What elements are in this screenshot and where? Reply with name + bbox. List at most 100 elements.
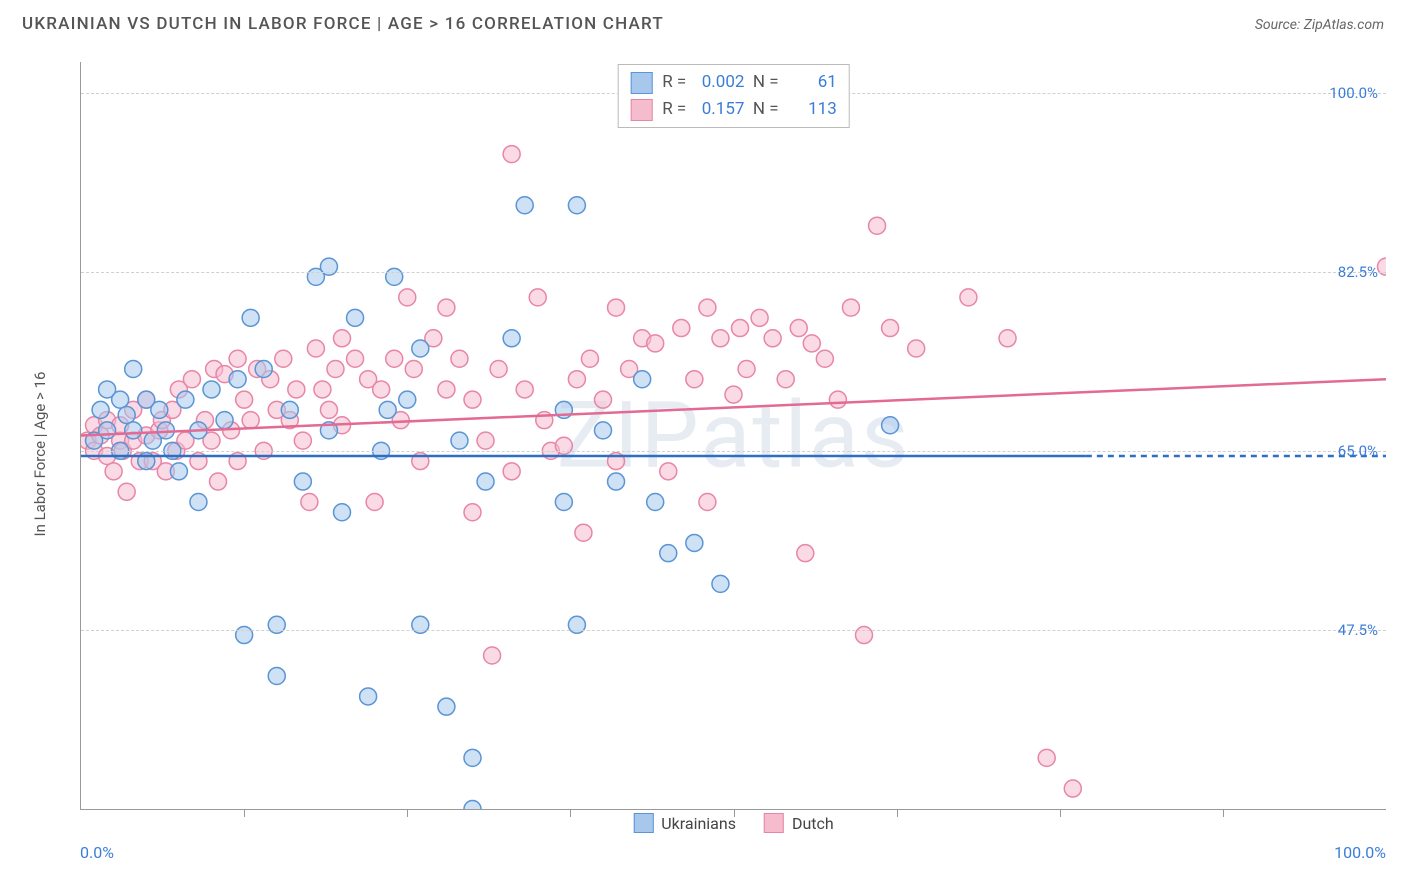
y-axis-label: In Labor Force | Age > 16	[31, 372, 49, 537]
scatter-point	[790, 320, 807, 337]
scatter-svg	[81, 62, 1386, 809]
scatter-point	[568, 197, 585, 214]
scatter-point	[379, 401, 396, 418]
scatter-point	[882, 320, 899, 337]
scatter-point	[803, 335, 820, 352]
scatter-point	[229, 371, 246, 388]
scatter-point	[153, 412, 170, 429]
legend-swatch-pink	[764, 813, 784, 833]
legend-swatch-blue	[630, 72, 652, 94]
scatter-point	[647, 335, 664, 352]
scatter-point	[99, 422, 116, 439]
scatter-point	[229, 350, 246, 367]
scatter-point	[751, 309, 768, 326]
scatter-point	[112, 432, 129, 449]
scatter-point	[236, 391, 253, 408]
scatter-point	[301, 494, 318, 511]
scatter-point	[608, 473, 625, 490]
scatter-point	[203, 432, 220, 449]
scatter-point	[190, 453, 207, 470]
scatter-point	[347, 309, 364, 326]
scatter-point	[438, 698, 455, 715]
scatter-point	[660, 463, 677, 480]
scatter-point	[1064, 780, 1081, 797]
x-axis-start-label: 0.0%	[80, 843, 114, 862]
scatter-point	[647, 494, 664, 511]
scatter-point	[405, 360, 422, 377]
chart-title: UKRAINIAN VS DUTCH IN LABOR FORCE | AGE …	[22, 14, 664, 34]
scatter-point	[183, 371, 200, 388]
scatter-point	[242, 412, 259, 429]
scatter-point	[490, 360, 507, 377]
scatter-point	[712, 330, 729, 347]
legend-item: Ukrainians	[633, 813, 736, 833]
scatter-point	[334, 417, 351, 434]
scatter-point	[608, 453, 625, 470]
scatter-point	[170, 463, 187, 480]
y-gridline-label: 82.5%	[1338, 263, 1378, 281]
scatter-point	[581, 350, 598, 367]
scatter-point	[516, 381, 533, 398]
scatter-point	[210, 473, 227, 490]
scatter-point	[842, 299, 859, 316]
scatter-point	[203, 381, 220, 398]
scatter-point	[1038, 749, 1055, 766]
scatter-point	[451, 350, 468, 367]
scatter-point	[190, 422, 207, 439]
scatter-point	[536, 412, 553, 429]
scatter-point	[869, 217, 886, 234]
scatter-point	[484, 647, 501, 664]
scatter-point	[81, 432, 96, 449]
scatter-point	[725, 386, 742, 403]
scatter-point	[464, 749, 481, 766]
scatter-point	[294, 432, 311, 449]
scatter-point	[373, 381, 390, 398]
scatter-point	[138, 427, 155, 444]
scatter-point	[438, 299, 455, 316]
scatter-point	[503, 146, 520, 163]
y-gridline-label: 47.5%	[1338, 621, 1378, 639]
scatter-point	[503, 463, 520, 480]
scatter-point	[347, 350, 364, 367]
scatter-point	[425, 330, 442, 347]
scatter-point	[595, 391, 612, 408]
legend-swatch-blue	[633, 813, 653, 833]
scatter-point	[555, 494, 572, 511]
scatter-point	[908, 340, 925, 357]
scatter-point	[999, 330, 1016, 347]
scatter-point	[86, 417, 103, 434]
scatter-point	[190, 494, 207, 511]
legend-row: R = 0.002 N = 61	[630, 69, 837, 96]
scatter-point	[386, 350, 403, 367]
scatter-point	[732, 320, 749, 337]
scatter-point	[164, 401, 181, 418]
scatter-point	[399, 391, 416, 408]
scatter-point	[125, 401, 142, 418]
scatter-point	[105, 463, 122, 480]
scatter-point	[138, 391, 155, 408]
scatter-point	[125, 360, 142, 377]
scatter-point	[255, 360, 272, 377]
scatter-point	[157, 463, 174, 480]
scatter-point	[288, 381, 305, 398]
scatter-point	[882, 417, 899, 434]
scatter-point	[206, 360, 223, 377]
scatter-point	[112, 391, 129, 408]
scatter-point	[268, 667, 285, 684]
plot-area: ZIPatlas R = 0.002 N = 61 R = 0.157 N = …	[80, 62, 1386, 810]
scatter-point	[699, 494, 716, 511]
scatter-point	[334, 330, 351, 347]
scatter-point	[503, 330, 520, 347]
scatter-point	[634, 330, 651, 347]
scatter-point	[177, 432, 194, 449]
scatter-point	[797, 545, 814, 562]
scatter-point	[99, 412, 116, 429]
scatter-point	[242, 309, 259, 326]
scatter-point	[99, 381, 116, 398]
trendline	[81, 379, 1386, 435]
scatter-point	[138, 453, 155, 470]
legend-item: Dutch	[764, 813, 834, 833]
scatter-point	[216, 412, 233, 429]
scatter-point	[686, 371, 703, 388]
correlation-legend: R = 0.002 N = 61 R = 0.157 N = 113	[617, 64, 850, 128]
